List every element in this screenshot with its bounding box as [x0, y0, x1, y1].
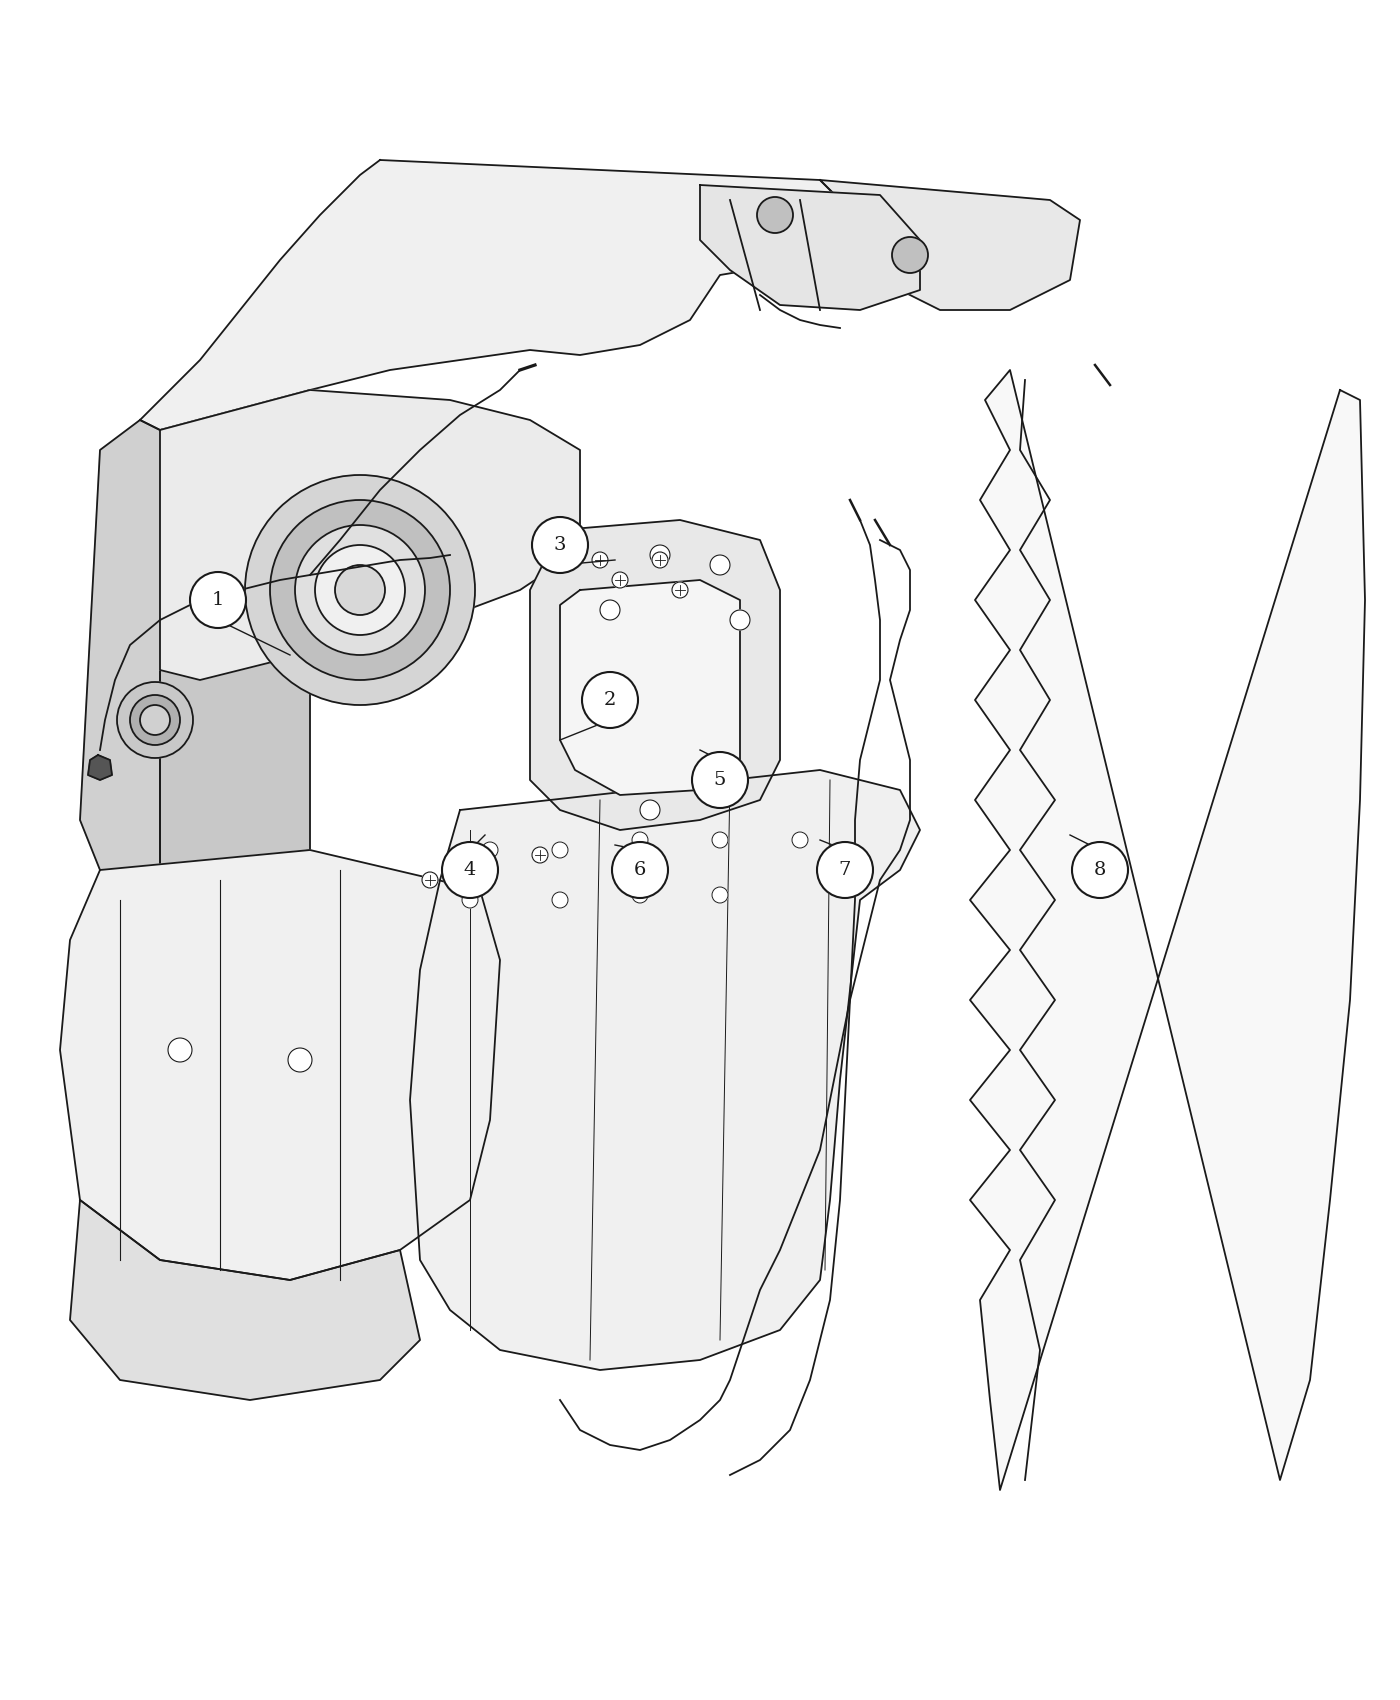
Circle shape: [672, 581, 687, 598]
Circle shape: [713, 887, 728, 903]
Circle shape: [462, 892, 477, 908]
Polygon shape: [140, 160, 900, 430]
Circle shape: [792, 831, 808, 848]
Circle shape: [482, 862, 498, 877]
Circle shape: [295, 525, 426, 654]
Circle shape: [892, 236, 928, 274]
Polygon shape: [531, 520, 780, 830]
Text: 4: 4: [463, 860, 476, 879]
Circle shape: [592, 552, 608, 568]
Circle shape: [1072, 842, 1128, 898]
Polygon shape: [820, 180, 1079, 309]
Polygon shape: [88, 755, 112, 780]
Circle shape: [713, 831, 728, 848]
Circle shape: [601, 600, 620, 620]
Text: 8: 8: [1093, 860, 1106, 879]
Circle shape: [631, 887, 648, 903]
Circle shape: [270, 500, 449, 680]
Circle shape: [652, 552, 668, 568]
Polygon shape: [410, 770, 920, 1370]
Text: 6: 6: [634, 860, 647, 879]
Circle shape: [130, 695, 181, 745]
Polygon shape: [160, 389, 309, 881]
Polygon shape: [60, 850, 500, 1280]
Polygon shape: [560, 580, 741, 796]
Polygon shape: [70, 1200, 420, 1401]
Text: 3: 3: [554, 536, 566, 554]
Circle shape: [631, 831, 648, 848]
Circle shape: [315, 546, 405, 636]
Circle shape: [818, 842, 874, 898]
Circle shape: [335, 564, 385, 615]
Circle shape: [532, 517, 588, 573]
Circle shape: [168, 1039, 192, 1062]
Circle shape: [288, 1047, 312, 1073]
Text: 7: 7: [839, 860, 851, 879]
Circle shape: [692, 751, 748, 807]
Polygon shape: [160, 389, 580, 680]
Text: 1: 1: [211, 592, 224, 609]
Circle shape: [612, 842, 668, 898]
Circle shape: [245, 474, 475, 706]
Circle shape: [757, 197, 792, 233]
Circle shape: [482, 842, 498, 858]
Polygon shape: [80, 420, 160, 881]
Circle shape: [710, 554, 729, 575]
Circle shape: [710, 785, 729, 806]
Circle shape: [729, 610, 750, 631]
Circle shape: [118, 682, 193, 758]
Text: 5: 5: [714, 772, 727, 789]
Circle shape: [640, 801, 659, 819]
Circle shape: [532, 847, 547, 864]
Circle shape: [442, 842, 498, 898]
Circle shape: [140, 706, 169, 734]
Circle shape: [190, 571, 246, 627]
Polygon shape: [970, 371, 1365, 1489]
Circle shape: [582, 672, 638, 728]
Circle shape: [612, 571, 629, 588]
Circle shape: [552, 842, 568, 858]
Circle shape: [421, 872, 438, 887]
Polygon shape: [700, 185, 920, 309]
Circle shape: [552, 892, 568, 908]
Text: 2: 2: [603, 690, 616, 709]
Circle shape: [650, 546, 671, 564]
